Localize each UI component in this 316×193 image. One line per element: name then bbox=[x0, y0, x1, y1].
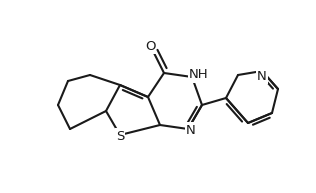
Text: NH: NH bbox=[189, 69, 209, 81]
Text: N: N bbox=[186, 124, 196, 136]
Text: N: N bbox=[257, 69, 267, 82]
Text: S: S bbox=[116, 130, 124, 142]
Text: O: O bbox=[145, 40, 155, 52]
